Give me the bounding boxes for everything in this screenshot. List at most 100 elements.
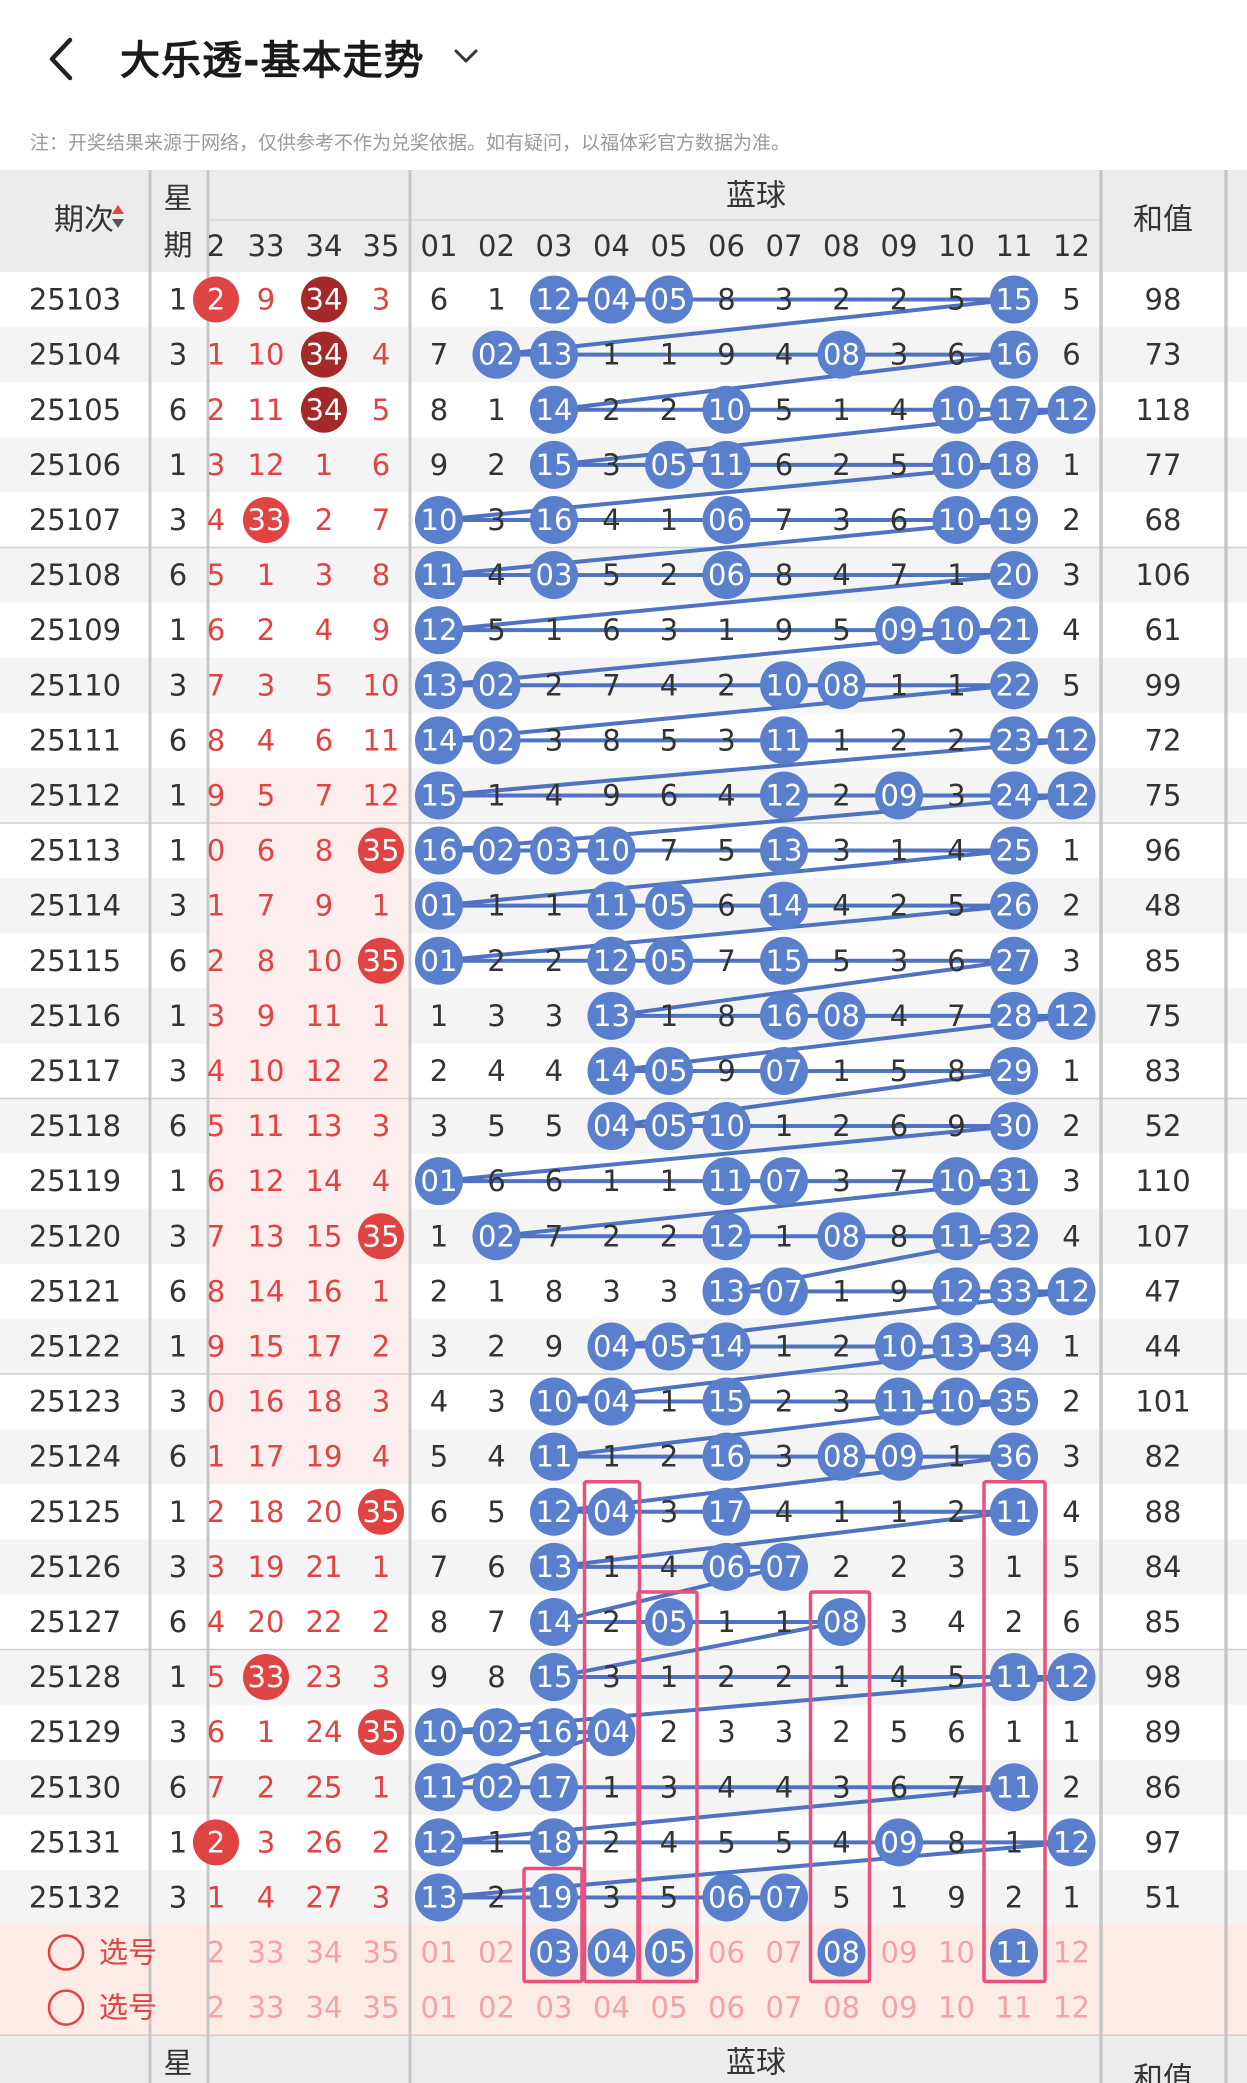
selected-blue-number[interactable]: 08 [823, 1936, 860, 1970]
blue-ball-number: 02 [478, 1715, 515, 1749]
select-blue-number[interactable]: 04 [593, 1991, 630, 2025]
issue-cell: 25120 [29, 1219, 121, 1253]
front-cell: 3 [372, 1385, 390, 1419]
select-blue-number[interactable]: 02 [478, 1936, 515, 1970]
front-cell: 8 [372, 558, 390, 592]
sum-cell: 83 [1145, 1054, 1182, 1088]
miss-count: 1 [602, 1550, 620, 1584]
miss-count: 7 [487, 1605, 505, 1639]
miss-count: 3 [602, 1274, 620, 1308]
select-front-number[interactable]: 35 [363, 1991, 400, 2025]
blue-ball [472, 716, 521, 765]
issue-cell: 25107 [29, 503, 121, 537]
blue-ball-number: 18 [996, 448, 1033, 482]
select-blue-number[interactable]: 05 [651, 1991, 688, 2025]
blue-ball [530, 1763, 578, 1812]
blue-ball-number: 14 [766, 889, 803, 923]
selected-blue-ball[interactable] [990, 1928, 1038, 1977]
trend-table[interactable]: 期次星期蓝球 和值 2 33 34 35 01 02 03 04 05 06 07 08 09 10 11 12 2… [0, 170, 1247, 2083]
front-cell: 2 [315, 503, 333, 537]
select-front-number[interactable]: 35 [363, 1936, 400, 1970]
front-cell: 9 [315, 889, 333, 923]
issue-cell: 25128 [29, 1660, 121, 1694]
sum-cell: 106 [1135, 558, 1190, 592]
column-front-35: 35 [363, 229, 400, 263]
selected-blue-ball[interactable] [817, 1928, 866, 1977]
select-blue-number[interactable]: 09 [881, 1936, 918, 1970]
select-blue-number[interactable]: 09 [881, 1991, 918, 2025]
sort-up-icon[interactable] [112, 205, 124, 214]
select-front-number[interactable]: 34 [306, 1991, 343, 2025]
select-label[interactable]: 选号 [99, 1991, 157, 2025]
miss-count: 2 [775, 1660, 793, 1694]
week-cell: 1 [169, 1660, 187, 1694]
select-blue-number[interactable]: 01 [421, 1991, 458, 2025]
selected-blue-number[interactable]: 04 [593, 1936, 630, 1970]
selected-blue-number[interactable]: 05 [651, 1936, 688, 1970]
issue-cell: 25131 [29, 1825, 121, 1859]
select-front-number[interactable]: 34 [306, 1936, 343, 1970]
miss-count: 6 [430, 283, 448, 317]
select-blue-number[interactable]: 12 [1053, 1991, 1090, 2025]
page-title[interactable]: 大乐透-基本走势 [120, 38, 425, 84]
sort-down-icon[interactable] [112, 219, 124, 228]
select-radio[interactable] [47, 1934, 85, 1971]
blue-ball-number: 04 [593, 283, 630, 317]
select-blue-number[interactable]: 08 [823, 1991, 860, 2025]
issue-cell: 25114 [29, 889, 121, 923]
blue-ball [530, 1597, 578, 1646]
week-cell: 3 [169, 1550, 187, 1584]
front-cell: 22 [306, 1605, 343, 1639]
blue-ball [472, 826, 521, 875]
select-blue-number[interactable]: 03 [536, 1991, 573, 2025]
miss-count: 3 [430, 1329, 448, 1363]
select-label[interactable]: 选号 [99, 1936, 157, 1970]
select-front-number[interactable]: 33 [248, 1936, 285, 1970]
blue-ball-number: 12 [708, 1219, 745, 1253]
front-cell: 2 [372, 1054, 390, 1088]
front-cell: 18 [306, 1385, 343, 1419]
selected-blue-ball[interactable] [587, 1928, 636, 1977]
back-arrow-icon[interactable] [44, 34, 84, 84]
select-blue-number[interactable]: 11 [996, 1991, 1033, 2025]
blue-ball-number: 10 [938, 503, 975, 537]
blue-ball [932, 1377, 981, 1426]
front-cell: 11 [363, 723, 400, 757]
blue-ball [702, 1212, 751, 1261]
select-front-number[interactable]: 2 [207, 1991, 225, 2025]
miss-count: 2 [1005, 1605, 1023, 1639]
blue-ball-number: 14 [536, 393, 573, 427]
blue-ball [702, 551, 751, 600]
selected-blue-ball[interactable] [530, 1928, 578, 1977]
select-front-number[interactable]: 33 [248, 1991, 285, 2025]
selected-blue-ball[interactable] [645, 1928, 693, 1977]
blue-ball-number: 16 [708, 1440, 745, 1474]
select-blue-number[interactable]: 10 [938, 1991, 975, 2025]
select-blue-number[interactable]: 07 [766, 1991, 803, 2025]
week-cell: 6 [169, 1770, 187, 1804]
blue-ball [990, 440, 1038, 489]
select-blue-number[interactable]: 02 [478, 1991, 515, 2025]
select-blue-number[interactable]: 10 [938, 1936, 975, 1970]
miss-count: 1 [832, 1495, 850, 1529]
blue-trend-line [437, 297, 1074, 1900]
select-blue-number[interactable]: 01 [421, 1936, 458, 1970]
blue-ball-number: 26 [996, 889, 1033, 923]
blue-ball-number: 16 [766, 999, 803, 1033]
miss-count: 3 [1062, 944, 1080, 978]
selected-blue-number[interactable]: 11 [996, 1936, 1033, 1970]
select-blue-number[interactable]: 12 [1053, 1936, 1090, 1970]
select-blue-number[interactable]: 06 [708, 1936, 745, 1970]
select-blue-number[interactable]: 06 [708, 1991, 745, 2025]
chevron-down-icon[interactable] [452, 44, 480, 68]
front-cell: 12 [306, 1054, 343, 1088]
blue-ball [990, 936, 1038, 985]
select-front-number[interactable]: 2 [207, 1936, 225, 1970]
blue-ball [587, 936, 636, 985]
select-radio[interactable] [47, 1989, 85, 2026]
front-ball-number: 34 [306, 338, 343, 372]
miss-count: 3 [1062, 1164, 1080, 1198]
select-blue-number[interactable]: 07 [766, 1936, 803, 1970]
selected-blue-number[interactable]: 03 [536, 1936, 573, 1970]
